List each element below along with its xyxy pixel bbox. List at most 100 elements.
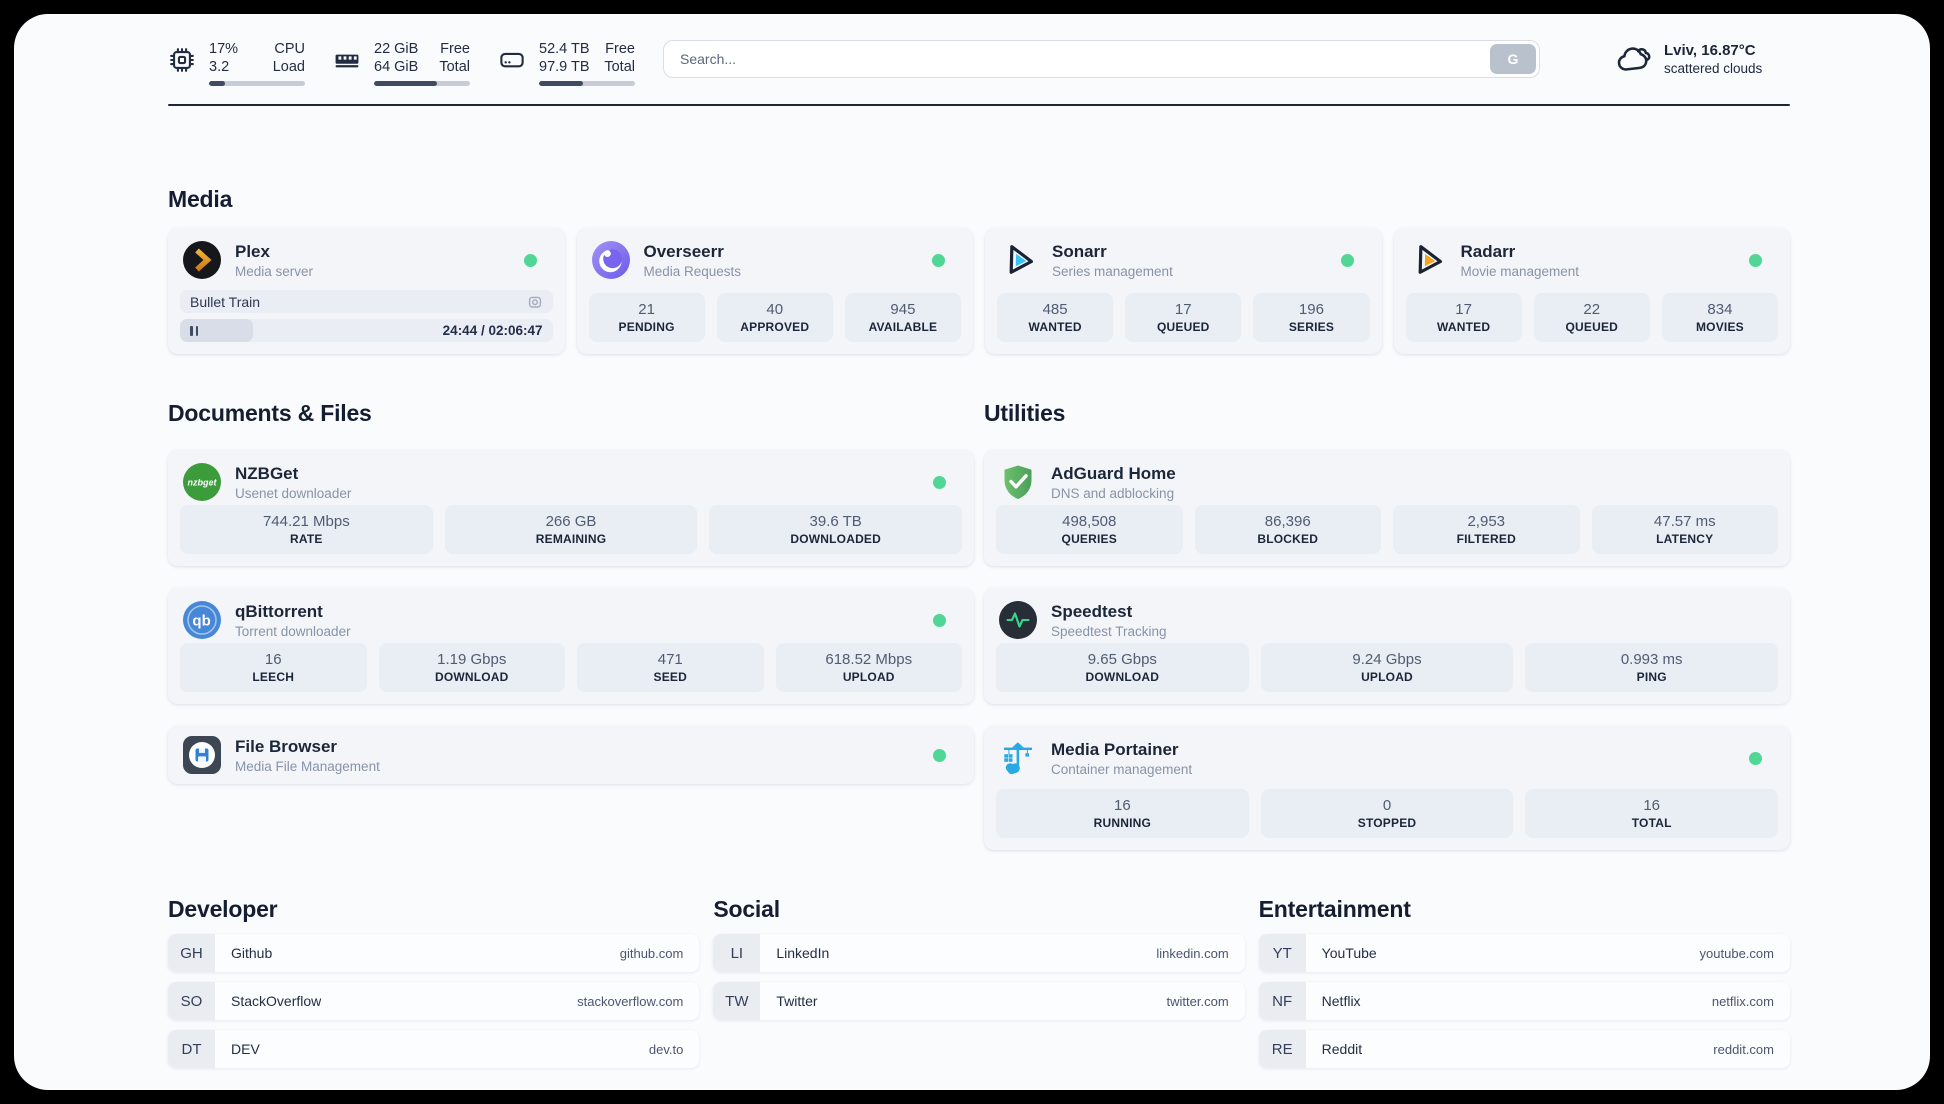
service-card-nzbget[interactable]: nzbget NZBGet Usenet downloader 744.21 M… — [168, 450, 974, 566]
stat-value: 16 — [1113, 797, 1131, 814]
bookmark-abbr: NF — [1258, 982, 1306, 1020]
stat-label: WANTED — [1028, 320, 1082, 334]
qbittorrent-icon: qb — [183, 601, 221, 639]
service-name: File Browser — [235, 736, 338, 756]
stat-tile: 196 SERIES — [1253, 293, 1370, 342]
cpu-load-label: Load — [272, 59, 305, 75]
section-title-entertainment: Entertainment — [1258, 896, 1411, 922]
service-description: Series management — [1052, 263, 1173, 279]
playback-progress-fill — [180, 319, 253, 342]
stat-label: QUERIES — [1061, 532, 1117, 546]
section-title-social: Social — [713, 896, 780, 922]
bookmark-linkedin[interactable]: LI LinkedIn linkedin.com — [713, 934, 1245, 972]
stat-label: PING — [1636, 670, 1667, 684]
weather-location-temp: Lviv, 16.87°C — [1664, 41, 1756, 59]
now-playing-row: Bullet Train — [180, 290, 553, 313]
service-name: AdGuard Home — [1051, 463, 1176, 483]
bookmark-url: reddit.com — [1713, 1041, 1774, 1057]
service-card-portainer[interactable]: Media Portainer Container management 16 … — [984, 726, 1790, 850]
stat-tile: 16 LEECH — [180, 643, 367, 692]
stat-tile: 744.21 Mbps RATE — [180, 505, 433, 554]
stat-label: APPROVED — [740, 320, 810, 334]
camera-icon — [528, 296, 541, 308]
stat-tile: 21 PENDING — [588, 293, 705, 342]
cpu-label: CPU — [274, 41, 305, 57]
memory-free: 22 GiB — [374, 41, 419, 57]
search-bar[interactable]: G — [663, 40, 1540, 78]
memory-total-label: Total — [439, 59, 470, 75]
stat-value: 2,953 — [1467, 513, 1506, 530]
playback-time: 24:44 / 02:06:47 — [442, 323, 543, 338]
pause-icon[interactable] — [190, 325, 199, 336]
service-card-speedtest[interactable]: Speedtest Speedtest Tracking 9.65 Gbps D… — [984, 588, 1790, 704]
stat-label: MOVIES — [1695, 320, 1744, 334]
stat-tile: 40 APPROVED — [716, 293, 833, 342]
service-description: Speedtest Tracking — [1051, 623, 1167, 639]
stat-value: 17 — [1455, 301, 1472, 318]
stat-label: PENDING — [618, 320, 675, 334]
svg-text:nzbget: nzbget — [188, 477, 218, 487]
cpu-icon — [170, 48, 194, 72]
playback-progress-bar: 24:44 / 02:06:47 — [180, 319, 553, 342]
search-engine-button[interactable]: G — [1490, 44, 1536, 74]
bookmark-youtube[interactable]: YT YouTube youtube.com — [1258, 934, 1790, 972]
stat-tile: 86,396 BLOCKED — [1194, 505, 1381, 554]
svg-text:qb: qb — [192, 613, 210, 630]
service-name: Overseerr — [643, 241, 724, 261]
stat-label: STOPPED — [1357, 816, 1417, 830]
nzbget-icon: nzbget — [183, 463, 221, 501]
bookmarks-social: Social LI LinkedIn linkedin.com TW Twitt… — [713, 894, 1245, 1020]
stat-tile: 1.19 Gbps DOWNLOAD — [378, 643, 565, 692]
bookmark-stackoverflow[interactable]: SO StackOverflow stackoverflow.com — [168, 982, 700, 1020]
stat-value: 16 — [264, 651, 282, 668]
stat-value: 471 — [657, 651, 683, 668]
bookmark-reddit[interactable]: RE Reddit reddit.com — [1258, 1030, 1790, 1068]
stat-value: 22 — [1583, 301, 1601, 318]
disk-widget: 52.4 TB Free 97.9 TB Total — [498, 40, 635, 86]
cpu-load: 3.2 — [209, 59, 230, 75]
bookmark-url: dev.to — [648, 1041, 684, 1057]
memory-progress-track — [374, 81, 470, 86]
stat-tile: 945 AVAILABLE — [844, 293, 962, 342]
cpu-percent: 17% — [209, 41, 239, 57]
status-dot — [1340, 253, 1354, 267]
bookmark-abbr: TW — [713, 982, 761, 1020]
service-name: Media Portainer — [1051, 739, 1179, 759]
stat-tile: 39.6 TB DOWNLOADED — [709, 505, 963, 554]
bookmark-dev[interactable]: DT DEV dev.to — [168, 1030, 700, 1068]
bookmark-twitter[interactable]: TW Twitter twitter.com — [713, 982, 1245, 1020]
service-description: DNS and adblocking — [1051, 485, 1175, 501]
top-bar: 17% CPU 3.2 Load — [168, 40, 1790, 86]
search-input[interactable] — [664, 51, 1490, 67]
stat-label: SEED — [653, 670, 687, 684]
service-description: Media server — [235, 263, 314, 279]
service-card-plex[interactable]: Plex Media server Bullet Train 24:44 / 0… — [168, 228, 565, 354]
stat-value: 9.24 Gbps — [1352, 651, 1422, 668]
service-card-radarr[interactable]: Radarr Movie management 17 WANTED 22 QUE… — [1393, 228, 1790, 354]
stat-label: QUEUED — [1565, 320, 1619, 334]
bookmark-name: Netflix — [1321, 993, 1361, 1009]
status-dot — [933, 613, 946, 627]
bookmark-netflix[interactable]: NF Netflix netflix.com — [1258, 982, 1790, 1020]
bookmark-name: Twitter — [776, 993, 818, 1009]
ram-icon — [335, 54, 359, 68]
service-card-filebrowser[interactable]: File Browser Media File Management — [168, 726, 974, 784]
service-card-overseerr[interactable]: Overseerr Media Requests 21 PENDING 40 A… — [576, 228, 973, 354]
service-card-sonarr[interactable]: Sonarr Series management 485 WANTED 17 Q… — [985, 228, 1382, 354]
bookmark-name: YouTube — [1321, 945, 1377, 961]
stat-label: UPLOAD — [842, 670, 895, 684]
bookmark-url: github.com — [619, 945, 684, 961]
bookmark-github[interactable]: GH Github github.com — [168, 934, 700, 972]
disk-total: 97.9 TB — [539, 59, 590, 75]
adguard-icon — [1004, 465, 1032, 499]
stat-value: 196 — [1298, 301, 1324, 318]
stat-tile: 834 MOVIES — [1661, 293, 1779, 342]
service-card-qbittorrent[interactable]: qb qBittorrent Torrent downloader 16 LEE… — [168, 588, 974, 704]
memory-progress-fill — [374, 81, 438, 86]
stat-value: 498,508 — [1062, 513, 1117, 530]
service-description: Media File Management — [235, 758, 380, 774]
service-card-adguard[interactable]: AdGuard Home DNS and adblocking 498,508 … — [984, 450, 1790, 566]
stat-label: DOWNLOAD — [1085, 670, 1160, 684]
stat-value: 16 — [1643, 797, 1661, 814]
speedtest-icon — [999, 601, 1037, 639]
